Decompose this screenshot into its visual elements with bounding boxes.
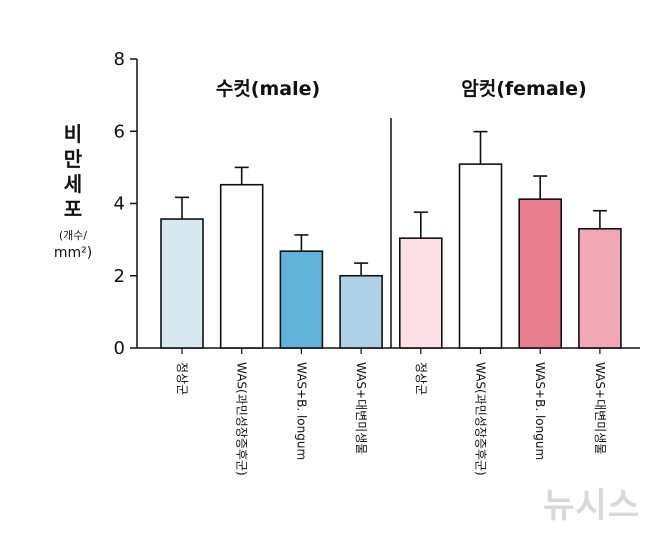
x-category-label: WAS+B. longum (533, 362, 547, 460)
bar (279, 250, 324, 349)
y-tick-label: 8 (114, 49, 125, 70)
y-axis-label-char: 세 (63, 172, 83, 196)
y-axis-unit-line2: mm²) (53, 245, 93, 261)
x-category-label: WAS(과민성장증후군) (235, 362, 249, 476)
x-category-label: WAS+대변미생물 (354, 362, 368, 454)
bar (458, 163, 503, 349)
watermark-logo: 뉴시스 (543, 486, 640, 526)
y-axis-label-char: 만 (63, 147, 83, 171)
bar (219, 183, 264, 349)
group-label-female: 암컷(female) (461, 78, 587, 100)
x-category-label: 정상군 (175, 362, 189, 395)
bar (339, 274, 383, 349)
y-tick-label: 0 (114, 338, 125, 359)
x-category-label: WAS(과민성장증후군) (474, 362, 488, 476)
bar (160, 218, 204, 349)
y-tick-label: 6 (114, 121, 125, 142)
bar (578, 227, 622, 349)
y-axis-label-char: 비 (63, 122, 83, 146)
group-label-male: 수컷(male) (216, 78, 320, 100)
bar (518, 198, 563, 349)
x-category-label: WAS+대변미생물 (593, 362, 607, 454)
y-tick-label: 2 (114, 266, 125, 287)
y-axis-label-char: 포 (63, 197, 83, 221)
y-axis-unit-line1: (개수/ (58, 229, 88, 242)
x-category-label: 정상군 (414, 362, 428, 395)
x-category-label: WAS+B. longum (294, 362, 308, 460)
y-tick-label: 4 (114, 194, 125, 215)
bar (398, 237, 443, 349)
